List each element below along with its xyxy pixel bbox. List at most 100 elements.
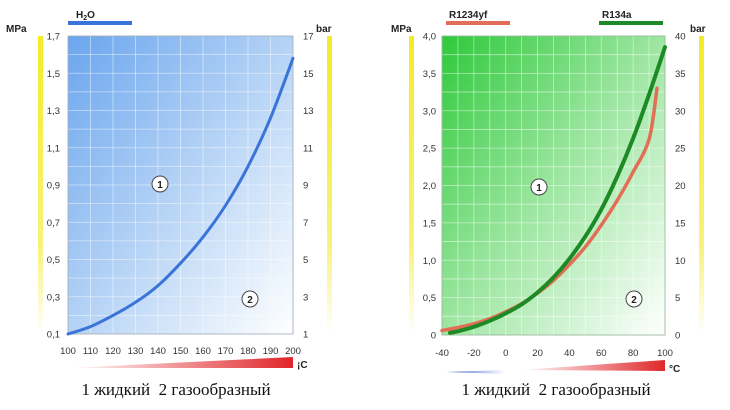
x-tick-label: 170: [218, 346, 234, 357]
y-tick-label: 1,1: [47, 143, 60, 154]
region-label-1: 1: [536, 183, 542, 194]
y-tick-label: 1,5: [47, 69, 60, 80]
x-tick-label: 200: [285, 346, 301, 357]
y-left-ticks: 0 0,5 1,0 1,5 2,0 2,5 3,0 3,5 4,0: [423, 32, 436, 342]
region-marker-liquid: 1: [530, 178, 548, 196]
series-line-h2o: [66, 56, 295, 336]
y2-tick-label: 20: [675, 181, 686, 192]
y2-tick-label: 1: [303, 330, 308, 341]
temperature-wedge-blue: [446, 370, 505, 374]
x-unit-label: ¡C: [297, 360, 308, 371]
x-ticks: 100 110 120 130 140 150 160 170 180 190 200: [60, 346, 301, 357]
x-tick-label: -20: [467, 348, 481, 359]
y-tick-label: 3,5: [423, 69, 436, 80]
legend-label-r1234yf: R1234yf: [449, 10, 488, 21]
x-unit-label: °C: [669, 364, 680, 375]
x-tick-label: 100: [60, 346, 76, 357]
series-group: [66, 56, 295, 336]
y2-tick-label: 13: [303, 106, 314, 117]
y2-tick-label: 40: [675, 32, 686, 43]
caption: 1 жидкий 2 газообразный: [81, 380, 270, 399]
legend-swatch-r1234yf: [446, 21, 510, 25]
region-marker-gas: 2: [241, 290, 259, 308]
legend-swatch-r134a: [599, 21, 663, 25]
y2-tick-label: 5: [303, 255, 308, 266]
x-tick-label: 140: [150, 346, 166, 357]
x-tick-label: 40: [564, 348, 575, 359]
series-line-r134a: [448, 45, 667, 335]
x-ticks: -40 -20 0 20 40 60 80 100: [435, 348, 673, 359]
temperature-wedge-red: [68, 357, 293, 368]
y2-tick-label: 11: [303, 143, 313, 154]
y-tick-label: 0: [431, 331, 436, 342]
left-yellow-bar: [409, 36, 414, 335]
region-label-1: 1: [157, 180, 163, 191]
series-line-r1234yf: [440, 86, 659, 333]
y-left-label: MPa: [391, 24, 412, 35]
x-tick-label: -40: [435, 348, 449, 359]
chart-refrigerants: MPa bar R1234yf R134a 0 0,5 1,0 1,5 2,0 2,5 3,…: [391, 10, 706, 399]
legend-label-h2o: H2O: [76, 10, 95, 22]
y-tick-label: 1,7: [47, 32, 60, 43]
caption: 1 жидкий 2 газообразный: [461, 380, 650, 399]
y2-tick-label: 0: [675, 331, 680, 342]
region-label-2: 2: [631, 295, 637, 306]
x-tick-label: 180: [240, 346, 256, 357]
y-tick-label: 0,7: [47, 218, 60, 229]
y-tick-label: 0,3: [47, 292, 60, 303]
y2-tick-label: 17: [303, 32, 314, 43]
chart-h2o: MPa bar H2O 0,10,30,50,70,91,11,31,51,7 …: [6, 10, 332, 399]
y-right-label: bar: [690, 24, 706, 35]
y-tick-label: 1,0: [423, 256, 436, 267]
y-tick-label: 0,1: [47, 330, 60, 341]
y-tick-label: 0,5: [47, 255, 60, 266]
temperature-wedge-red: [520, 360, 665, 371]
y2-tick-label: 15: [303, 69, 314, 80]
y-right-label: bar: [316, 24, 332, 35]
y-tick-label: 2,0: [423, 181, 436, 192]
x-tick-label: 100: [657, 348, 673, 359]
y-tick-label: 2,5: [423, 144, 436, 155]
grid: [441, 35, 666, 336]
x-tick-label: 160: [195, 346, 211, 357]
region-marker-liquid: 1: [151, 175, 169, 193]
y2-tick-label: 30: [675, 106, 686, 117]
region-label-2: 2: [247, 295, 253, 306]
region-marker-gas: 2: [625, 290, 643, 308]
y-tick-label: 0,5: [423, 293, 436, 304]
y-tick-label: 4,0: [423, 32, 436, 43]
y2-tick-label: 15: [675, 218, 686, 229]
x-tick-label: 130: [128, 346, 144, 357]
y-right-ticks: 0 5 10 15 20 25 30 35 40: [675, 32, 686, 342]
x-tick-label: 60: [596, 348, 607, 359]
x-tick-label: 190: [263, 346, 279, 357]
left-yellow-bar: [38, 36, 43, 334]
y-tick-label: 3,0: [423, 106, 436, 117]
plot-frame: [67, 35, 294, 335]
y2-tick-label: 7: [303, 218, 308, 229]
y-left-label: MPa: [6, 24, 27, 35]
x-tick-label: 150: [173, 346, 189, 357]
y2-tick-label: 5: [675, 293, 680, 304]
y-tick-label: 1,3: [47, 106, 60, 117]
x-tick-label: 20: [532, 348, 543, 359]
x-tick-label: 0: [503, 348, 508, 359]
y2-tick-label: 35: [675, 69, 686, 80]
plot-frame: [441, 35, 666, 336]
y2-tick-label: 25: [675, 144, 686, 155]
y2-tick-label: 9: [303, 181, 308, 192]
y2-tick-label: 3: [303, 292, 308, 303]
x-tick-label: 110: [83, 346, 98, 357]
y-left-ticks: 0,1 0,3 0,5 0,7 0,9 1,1 1,3 1,5 1,7: [47, 32, 60, 341]
legend-label-r134a: R134a: [602, 10, 632, 21]
right-yellow-bar: [327, 36, 332, 334]
y-tick-label: 1,5: [423, 218, 436, 229]
legend-swatch-h2o: [68, 21, 132, 25]
y-tick-label: 0,9: [47, 181, 60, 192]
right-yellow-bar: [699, 36, 704, 335]
y2-tick-label: 10: [675, 256, 686, 267]
series-group: [440, 45, 667, 335]
